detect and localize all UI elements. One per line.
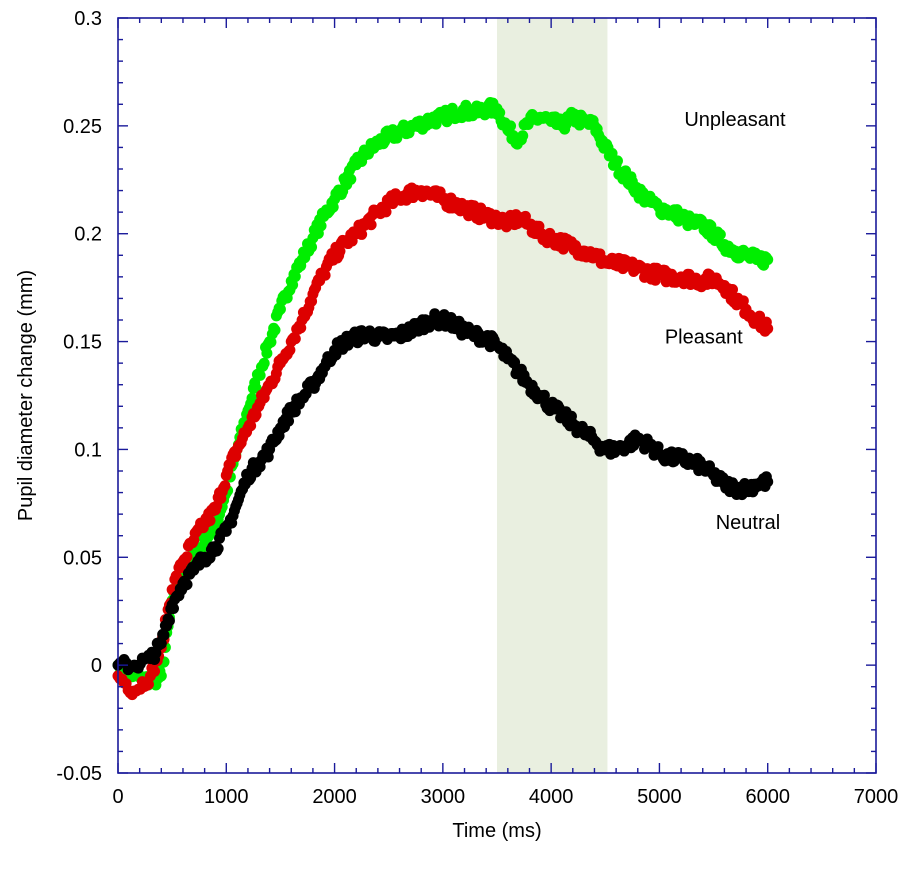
series-neutral [112,308,774,676]
data-point [762,323,774,335]
x-tick-label: 4000 [529,786,574,808]
x-tick-labels: 0 1000 2000 3000 4000 5000 6000 7000 [112,786,898,808]
data-point [181,578,193,590]
tick-marks [117,17,877,774]
series-label-neutral: Neutral [716,512,780,534]
data-point [356,228,368,240]
data-point [494,107,506,119]
data-point [219,480,231,492]
data-point [142,678,154,690]
x-tick-label: 0 [112,786,123,808]
series-pleasant [112,182,774,701]
y-tick-label: 0.3 [74,8,102,30]
series-layer [112,96,774,701]
data-point [149,665,161,677]
data-point [158,629,170,641]
data-point [283,415,295,427]
x-axis-title: Time (ms) [452,820,541,842]
y-tick-labels: -0.05 0 0.05 0.1 0.15 0.2 0.25 0.3 [56,8,102,785]
data-point [727,283,739,295]
data-point [538,389,550,401]
y-axis-title: Pupil diameter change (mm) [15,270,37,521]
data-point [517,130,529,142]
x-tick-label: 5000 [637,786,682,808]
plot-frame [117,17,877,774]
data-point [204,515,216,527]
data-point [284,344,296,356]
series-annotations: Unpleasant Pleasant Neutral [665,109,786,534]
data-point [345,173,357,185]
y-tick-label: 0.25 [63,116,102,138]
data-point [611,155,623,167]
y-tick-label: 0 [91,655,102,677]
data-point [714,229,726,241]
data-point [246,392,258,404]
data-point [261,347,273,359]
data-point [212,543,224,555]
data-point [289,333,301,345]
data-point [289,271,301,283]
data-point [505,120,517,132]
y-tick-label: 0.15 [63,332,102,354]
x-tick-label: 2000 [312,786,357,808]
data-point [300,388,312,400]
data-point [287,279,299,291]
x-tick-label: 7000 [854,786,899,808]
data-point [245,420,257,432]
data-point [181,551,193,563]
data-point [274,303,286,315]
data-point [365,219,377,231]
series-label-pleasant: Pleasant [665,327,743,349]
data-point [762,254,774,266]
data-point [258,357,270,369]
x-tick-label: 6000 [745,786,790,808]
x-tick-label: 1000 [204,786,249,808]
series-label-unpleasant: Unpleasant [684,109,786,131]
data-point [737,295,749,307]
series-unpleasant [112,96,774,691]
data-point [319,269,331,281]
data-point [762,476,774,488]
y-tick-label: 0.2 [74,224,102,246]
data-point [430,118,442,130]
data-point [155,638,167,650]
data-point [254,369,266,381]
data-point [163,615,175,627]
data-point [334,245,346,257]
data-point [380,206,392,218]
data-point [167,602,179,614]
y-tick-label: -0.05 [56,763,102,785]
y-tick-label: 0.1 [74,439,102,461]
y-tick-label: 0.05 [63,547,102,569]
data-point [306,241,318,253]
x-tick-label: 3000 [421,786,466,808]
data-point [315,220,327,232]
data-point [269,324,281,336]
data-point [265,336,277,348]
